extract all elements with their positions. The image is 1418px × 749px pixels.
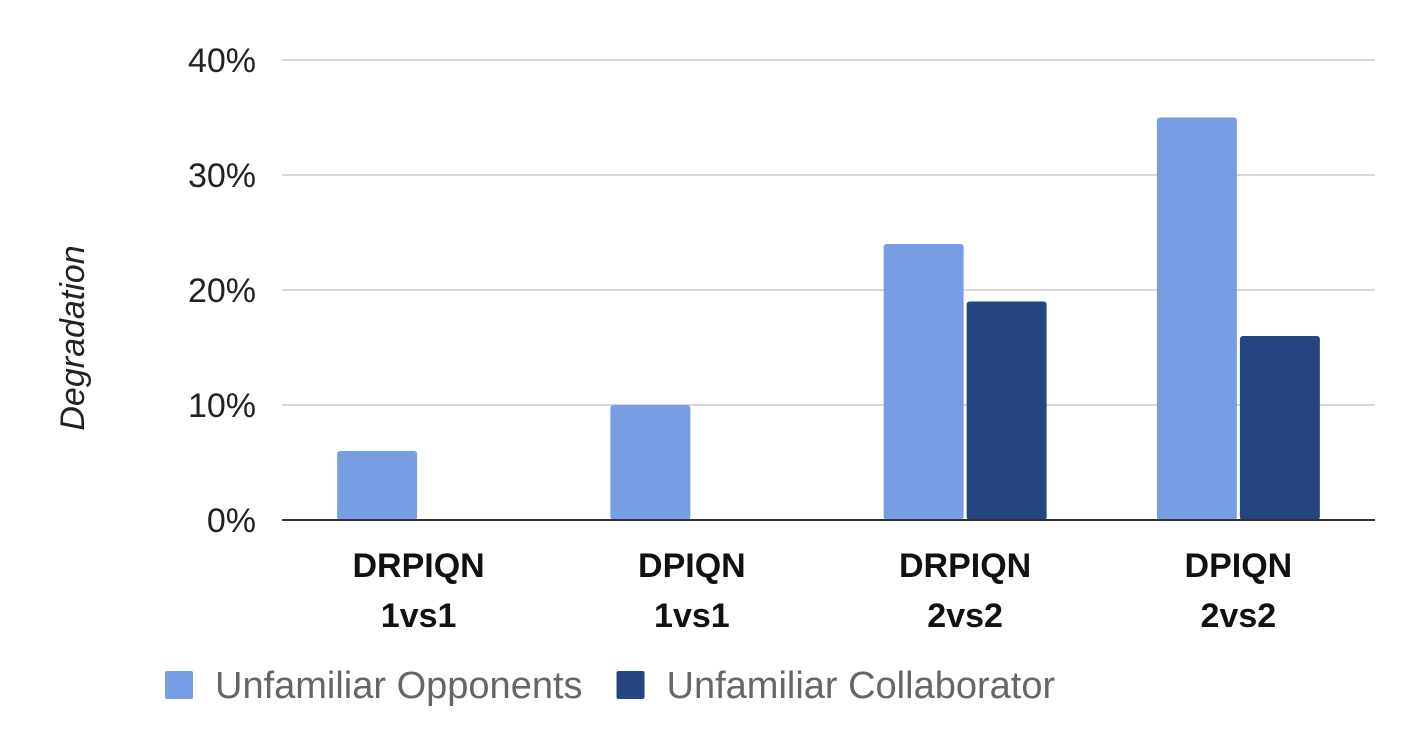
y-axis-label: Degradation xyxy=(54,245,92,430)
x-category-label: DPIQN 2vs2 xyxy=(1185,547,1293,635)
bar xyxy=(337,451,418,520)
legend-swatch xyxy=(165,671,193,699)
y-tick-label: 30% xyxy=(188,157,256,195)
y-tick-label: 40% xyxy=(188,42,256,80)
bars xyxy=(337,117,1320,520)
bar xyxy=(966,301,1047,520)
x-category-label: DPIQN 1vs1 xyxy=(638,547,746,635)
bar xyxy=(610,405,691,520)
x-category-label: DRPIQN 1vs1 xyxy=(353,547,485,635)
x-axis-category-labels: DRPIQN 1vs1 DPIQN 1vs1 DRPIQN 2vs2 DPIQN 2vs2 xyxy=(353,547,1293,635)
y-tick-label: 10% xyxy=(188,387,256,425)
y-tick-label: 0% xyxy=(207,502,256,540)
y-axis-tick-labels: 0% 10% 20% 30% 40% xyxy=(188,42,256,540)
y-tick-label: 20% xyxy=(188,272,256,310)
legend: Unfamiliar Opponents Unfamiliar Collabora… xyxy=(165,665,1055,707)
bar xyxy=(883,244,964,520)
bar xyxy=(1239,336,1320,520)
legend-label: Unfamiliar Opponents xyxy=(215,665,583,707)
x-category-label: DRPIQN 2vs2 xyxy=(899,547,1031,635)
bar xyxy=(1156,117,1237,520)
legend-label: Unfamiliar Collaborator xyxy=(667,665,1056,707)
legend-swatch xyxy=(616,671,645,699)
